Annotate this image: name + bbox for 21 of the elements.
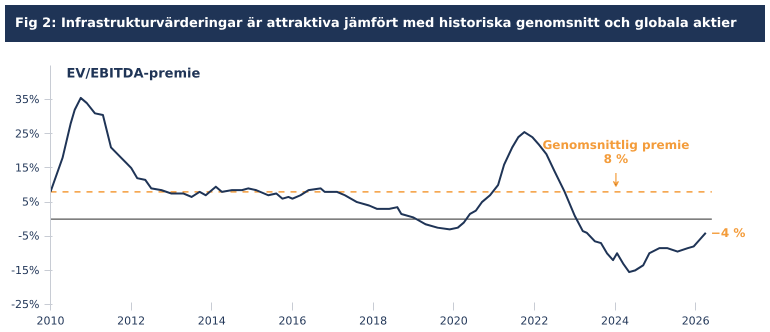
- y-tick-label: 15%: [15, 161, 40, 174]
- y-tick-label: 35%: [15, 93, 40, 106]
- line-series: [50, 96, 707, 274]
- x-tick-label: 2010: [36, 314, 65, 328]
- x-tick-label: 2018: [359, 314, 388, 328]
- y-tick-label: 5%: [22, 196, 40, 209]
- y-tick-label: -5%: [18, 230, 40, 243]
- ref-line-label: Genomsnittlig premie 8 %: [542, 138, 690, 166]
- x-tick-label: 2022: [520, 314, 548, 328]
- y-tick-label: -25%: [11, 298, 40, 311]
- x-tick-label: 2012: [117, 314, 146, 328]
- x-tick-label: 2024: [601, 314, 630, 328]
- chart-title: Fig 2: Infrastrukturvärderingar är attraktiva jämfört med historiska genomsnitt och globala aktier: [15, 15, 736, 33]
- x-tick-label: 2020: [440, 314, 468, 328]
- x-tick-label: 2026: [682, 314, 710, 328]
- y-tick-label: 25%: [15, 127, 40, 140]
- x-tick-label: 2016: [278, 314, 306, 328]
- y-tick-label: -15%: [11, 264, 40, 277]
- annotation: −4 %: [710, 226, 746, 240]
- x-tick-label: 2014: [198, 314, 226, 328]
- chart-subtitle: EV/EBITDA-premie: [66, 66, 200, 82]
